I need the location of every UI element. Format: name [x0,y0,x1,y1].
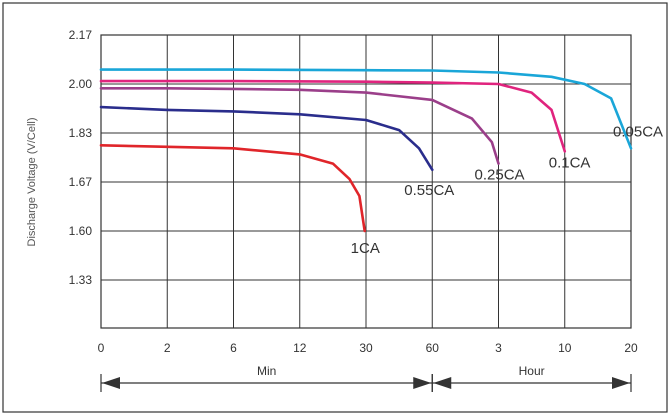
x-tick-label: 0 [98,341,105,355]
y-tick-label: 1.67 [69,175,93,189]
series-lines [99,68,633,233]
arrow-head-right [612,377,630,389]
x-tick-label: 30 [359,341,373,355]
y-tick-label: 2.17 [69,28,93,42]
curve-annotation: 1CA [351,240,380,257]
y-tick-labels: 2.17 2.00 1.83 1.67 1.60 1.33 [69,28,93,287]
arrow-head-right [413,377,432,389]
y-axis-label: Discharge Voltage (V/Cell) [26,117,38,246]
y-tick-label: 2.00 [69,77,93,91]
series-line [99,87,500,165]
series-line [99,79,567,153]
segment-label: Hour [519,364,545,378]
series-line [99,144,366,233]
x-tick-label: 20 [624,341,638,355]
curve-annotation: 0.25CA [475,167,525,184]
y-tick-label: 1.60 [69,224,93,238]
series-line [99,68,633,150]
x-tick-label: 60 [426,341,440,355]
x-tick-labels: 0 2 6 12 30 60 3 10 20 [98,341,638,355]
x-tick-label: 12 [293,341,307,355]
x-tick-label: 2 [164,341,171,355]
y-tick-label: 1.33 [69,273,93,287]
series-line [99,105,434,172]
curve-annotations: 1CA 0.55CA 0.25CA 0.1CA 0.05CA [351,123,663,257]
curve-annotation: 0.05CA [613,123,663,140]
time-segments: Min Hour [100,364,632,392]
x-tick-label: 3 [495,341,502,355]
arrow-head-left [102,377,120,389]
x-tick-label: 10 [558,341,572,355]
x-tick-label: 6 [230,341,237,355]
y-tick-label: 1.83 [69,126,93,140]
arrow-head-left [433,377,452,389]
segment-label: Min [257,364,276,378]
curve-annotation: 0.1CA [549,154,591,171]
curve-annotation: 0.55CA [404,182,454,199]
